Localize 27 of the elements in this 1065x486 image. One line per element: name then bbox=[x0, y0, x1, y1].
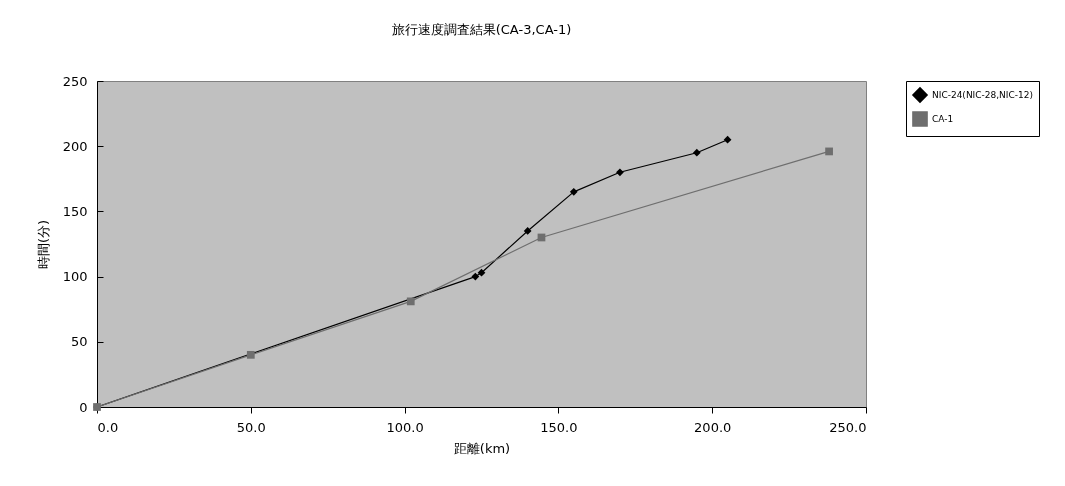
x-tick-label: 200.0 bbox=[694, 419, 732, 435]
y-axis-title: 時間(分) bbox=[35, 219, 51, 270]
point bbox=[477, 268, 486, 277]
y-tick-label: 50 bbox=[70, 334, 88, 350]
x-axis-title: 距離(km) bbox=[453, 440, 511, 456]
point bbox=[523, 227, 532, 235]
y-tick-label: 250 bbox=[62, 73, 88, 89]
point bbox=[569, 187, 578, 196]
x-tick-label: 0.0 bbox=[97, 419, 119, 435]
legend-label: NIC-24(NIC-28,NIC-12) bbox=[932, 90, 1033, 100]
x-tick-label: 100.0 bbox=[386, 419, 424, 435]
x-tick-label: 50.0 bbox=[236, 419, 266, 435]
point bbox=[616, 168, 624, 177]
point bbox=[825, 147, 833, 156]
y-tick-label: 200 bbox=[62, 138, 88, 154]
x-tick-label: 250.0 bbox=[829, 419, 867, 435]
point bbox=[692, 148, 701, 157]
point bbox=[406, 297, 415, 306]
y-tick-label: 0 bbox=[79, 399, 88, 415]
legend-label: CA-1 bbox=[932, 114, 954, 124]
point bbox=[246, 350, 255, 359]
y-tick-label: 100 bbox=[62, 269, 88, 285]
point bbox=[723, 135, 732, 144]
y-tick-label: 150 bbox=[62, 203, 88, 219]
chart-title: 旅行速度調査結果(CA-3,CA-1) bbox=[391, 22, 572, 37]
point bbox=[471, 272, 480, 281]
x-tick-label: 150.0 bbox=[540, 419, 578, 435]
